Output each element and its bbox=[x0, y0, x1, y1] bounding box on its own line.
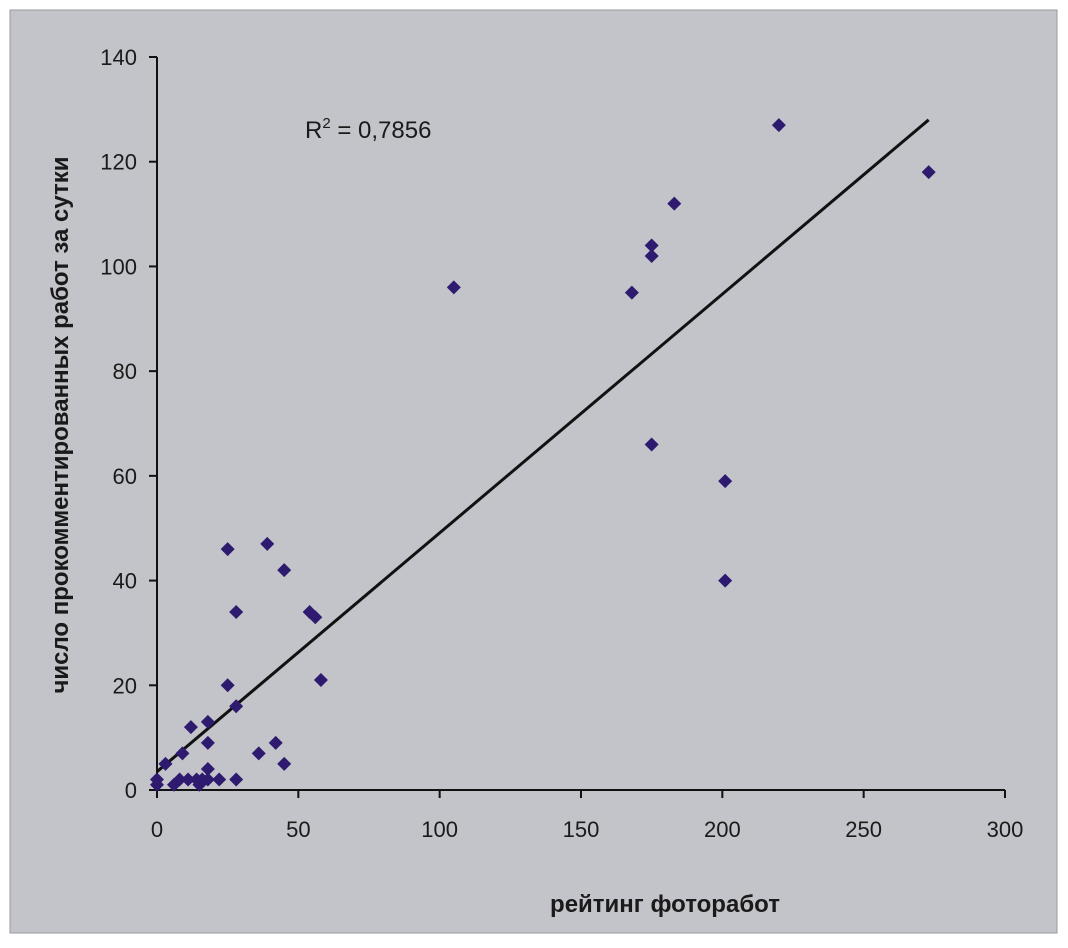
y-tick-label: 40 bbox=[113, 569, 137, 594]
chart-background bbox=[9, 9, 1058, 934]
y-axis-label: число прокомментированных работ за сутки bbox=[47, 156, 74, 693]
data-point bbox=[229, 772, 244, 787]
data-point bbox=[624, 285, 639, 300]
data-point bbox=[313, 673, 328, 688]
y-tick-label: 20 bbox=[113, 673, 137, 698]
data-point bbox=[200, 772, 215, 787]
data-point bbox=[212, 772, 227, 787]
x-tick-label: 300 bbox=[987, 817, 1024, 842]
data-point bbox=[718, 573, 733, 588]
y-tick-label: 140 bbox=[100, 45, 137, 70]
data-point bbox=[921, 165, 936, 180]
x-tick-label: 100 bbox=[421, 817, 458, 842]
data-point bbox=[268, 735, 283, 750]
y-tick-label: 0 bbox=[125, 778, 137, 803]
data-point bbox=[251, 746, 266, 761]
x-tick-label: 250 bbox=[845, 817, 882, 842]
y-tick-label: 60 bbox=[113, 464, 137, 489]
data-point bbox=[260, 536, 275, 551]
y-tick-label: 100 bbox=[100, 254, 137, 279]
data-point bbox=[172, 772, 187, 787]
data-point bbox=[277, 756, 292, 771]
x-tick-label: 50 bbox=[286, 817, 310, 842]
data-point bbox=[718, 474, 733, 489]
x-axis-label: рейтинг фоторабот bbox=[550, 891, 780, 918]
data-point bbox=[229, 604, 244, 619]
data-point bbox=[158, 756, 173, 771]
data-point bbox=[308, 610, 323, 625]
data-point bbox=[150, 772, 164, 787]
data-point bbox=[644, 248, 659, 263]
data-point bbox=[229, 699, 244, 714]
data-point bbox=[183, 720, 198, 735]
data-point bbox=[277, 563, 292, 578]
x-tick-label: 0 bbox=[151, 817, 163, 842]
data-point bbox=[220, 678, 235, 693]
y-tick-label: 80 bbox=[113, 359, 137, 384]
data-point bbox=[446, 280, 461, 295]
x-tick-label: 150 bbox=[563, 817, 600, 842]
data-point bbox=[771, 118, 786, 133]
data-point bbox=[220, 542, 235, 557]
x-tick-label: 200 bbox=[704, 817, 741, 842]
data-point bbox=[644, 238, 659, 253]
data-point bbox=[200, 735, 215, 750]
data-point bbox=[200, 714, 215, 729]
trendline bbox=[156, 118, 930, 773]
data-point bbox=[175, 746, 190, 761]
data-point bbox=[667, 196, 682, 211]
data-point bbox=[181, 772, 196, 787]
data-point bbox=[200, 762, 215, 777]
data-point bbox=[644, 437, 659, 452]
r2-annotation: R2 = 0,7856 bbox=[305, 115, 431, 144]
y-tick-label: 120 bbox=[100, 150, 137, 175]
